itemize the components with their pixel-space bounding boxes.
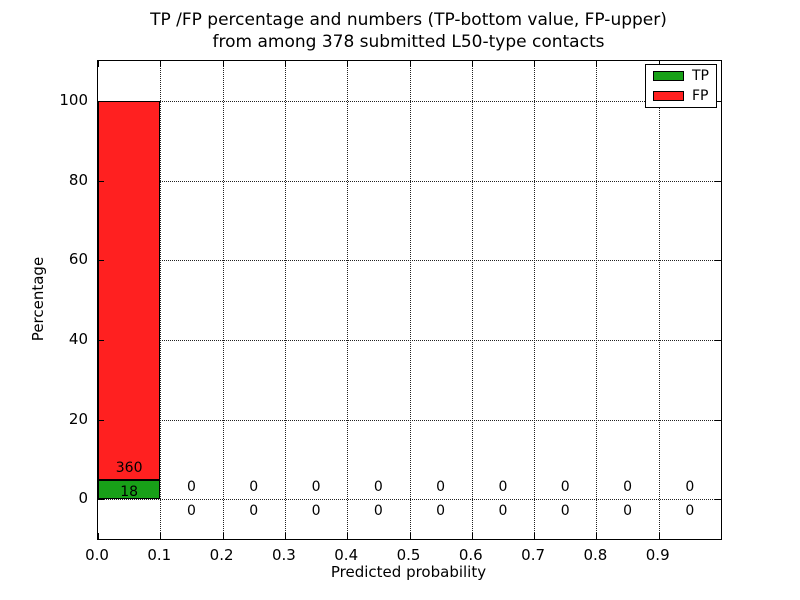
y-tick-mark bbox=[98, 180, 104, 182]
y-tick-label: 40 bbox=[68, 329, 88, 348]
y-axis-label: Percentage bbox=[29, 256, 47, 342]
tp-count-label: 0 bbox=[498, 503, 508, 520]
y-tick-mark bbox=[98, 260, 104, 262]
chart-title: TP /FP percentage and numbers (TP-bottom… bbox=[97, 9, 720, 53]
plot-area: 360 18 0 0 0 0 0 0 0 0 0 0 0 0 0 0 0 0 0 0 TP FP bbox=[97, 60, 722, 540]
y-tick-label: 100 bbox=[59, 90, 88, 109]
x-tick-mark bbox=[409, 533, 411, 539]
y-tick-mark bbox=[98, 100, 104, 102]
tp-count-label: 0 bbox=[249, 503, 259, 520]
tp-count-label: 0 bbox=[186, 503, 196, 520]
fp-count-label: 0 bbox=[373, 479, 383, 496]
y-tick-mark-right bbox=[715, 499, 721, 501]
y-tick-mark bbox=[98, 339, 104, 341]
y-tick-mark bbox=[98, 499, 104, 501]
y-tick-label: 0 bbox=[78, 489, 88, 508]
x-tick-label: 0.4 bbox=[334, 546, 359, 564]
y-tick-mark bbox=[98, 419, 104, 421]
tp-count-label: 0 bbox=[373, 503, 383, 520]
grid-line-vertical bbox=[658, 61, 660, 539]
legend-label-tp: TP bbox=[692, 68, 709, 84]
legend-swatch-tp bbox=[653, 71, 684, 81]
grid-line-vertical bbox=[471, 61, 473, 539]
y-tick-label: 20 bbox=[68, 409, 88, 428]
x-tick-mark-top bbox=[347, 61, 349, 67]
x-tick-mark bbox=[596, 533, 598, 539]
x-tick-mark-top bbox=[160, 61, 162, 67]
tp-count-label: 0 bbox=[685, 503, 695, 520]
x-tick-mark-top bbox=[596, 61, 598, 67]
x-tick-mark-top bbox=[534, 61, 536, 67]
x-tick-mark bbox=[534, 533, 536, 539]
grid-line-vertical bbox=[160, 61, 162, 539]
x-axis-label: Predicted probability bbox=[330, 563, 487, 581]
x-tick-mark bbox=[347, 533, 349, 539]
fp-count-label: 0 bbox=[498, 479, 508, 496]
tp-count-label: 0 bbox=[311, 503, 321, 520]
chart-title-line2: from among 378 submitted L50-type contac… bbox=[212, 32, 605, 52]
x-tick-label: 0.8 bbox=[583, 546, 608, 564]
fp-count-label: 0 bbox=[623, 479, 633, 496]
legend: TP FP bbox=[645, 64, 717, 108]
x-tick-mark bbox=[160, 533, 162, 539]
chart-title-line1: TP /FP percentage and numbers (TP-bottom… bbox=[150, 10, 667, 30]
y-tick-label: 60 bbox=[68, 250, 88, 269]
x-tick-mark-top bbox=[471, 61, 473, 67]
x-tick-mark bbox=[98, 533, 99, 539]
x-tick-mark bbox=[222, 533, 224, 539]
x-tick-mark-top bbox=[409, 61, 411, 67]
x-tick-mark bbox=[471, 533, 473, 539]
x-tick-label: 0.9 bbox=[645, 546, 670, 564]
x-tick-mark-top bbox=[98, 61, 99, 67]
tp-count-label: 0 bbox=[560, 503, 570, 520]
tp-count-label: 0 bbox=[623, 503, 633, 520]
bar-segment-fp bbox=[98, 100, 161, 481]
tp-count-label: 0 bbox=[436, 503, 446, 520]
bar-segment-tp bbox=[98, 480, 161, 500]
x-tick-label: 0.0 bbox=[85, 546, 109, 564]
tp-count-label: 18 bbox=[120, 484, 139, 501]
grid-line-vertical bbox=[596, 61, 598, 539]
grid-line-vertical bbox=[284, 61, 286, 539]
x-tick-mark bbox=[284, 533, 286, 539]
fp-count-label: 0 bbox=[186, 479, 196, 496]
x-tick-label: 0.2 bbox=[209, 546, 234, 564]
x-tick-mark-top bbox=[222, 61, 224, 67]
grid-line-vertical bbox=[222, 61, 224, 539]
y-tick-mark-right bbox=[715, 339, 721, 341]
x-tick-mark bbox=[658, 533, 660, 539]
grid-line-vertical bbox=[409, 61, 411, 539]
grid-line-vertical bbox=[534, 61, 536, 539]
x-tick-label: 0.5 bbox=[396, 546, 421, 564]
fp-count-label: 0 bbox=[685, 479, 695, 496]
legend-swatch-fp bbox=[653, 91, 684, 101]
x-tick-label: 0.7 bbox=[521, 546, 546, 564]
y-tick-label: 80 bbox=[68, 170, 88, 189]
fp-count-label: 0 bbox=[249, 479, 259, 496]
y-tick-mark-right bbox=[715, 419, 721, 421]
x-tick-mark-top bbox=[284, 61, 286, 67]
fp-count-label: 0 bbox=[436, 479, 446, 496]
y-tick-mark-right bbox=[715, 100, 721, 102]
legend-entry: TP bbox=[653, 69, 709, 83]
grid-line-vertical bbox=[347, 61, 349, 539]
fp-count-label: 0 bbox=[560, 479, 570, 496]
fp-count-label: 360 bbox=[115, 460, 143, 477]
fp-count-label: 0 bbox=[311, 479, 321, 496]
legend-entry: FP bbox=[653, 89, 709, 103]
y-tick-mark-right bbox=[715, 260, 721, 262]
y-tick-mark-right bbox=[715, 180, 721, 182]
x-tick-label: 0.6 bbox=[458, 546, 483, 564]
x-tick-label: 0.3 bbox=[271, 546, 296, 564]
x-tick-label: 0.1 bbox=[147, 546, 172, 564]
legend-label-fp: FP bbox=[692, 88, 709, 104]
